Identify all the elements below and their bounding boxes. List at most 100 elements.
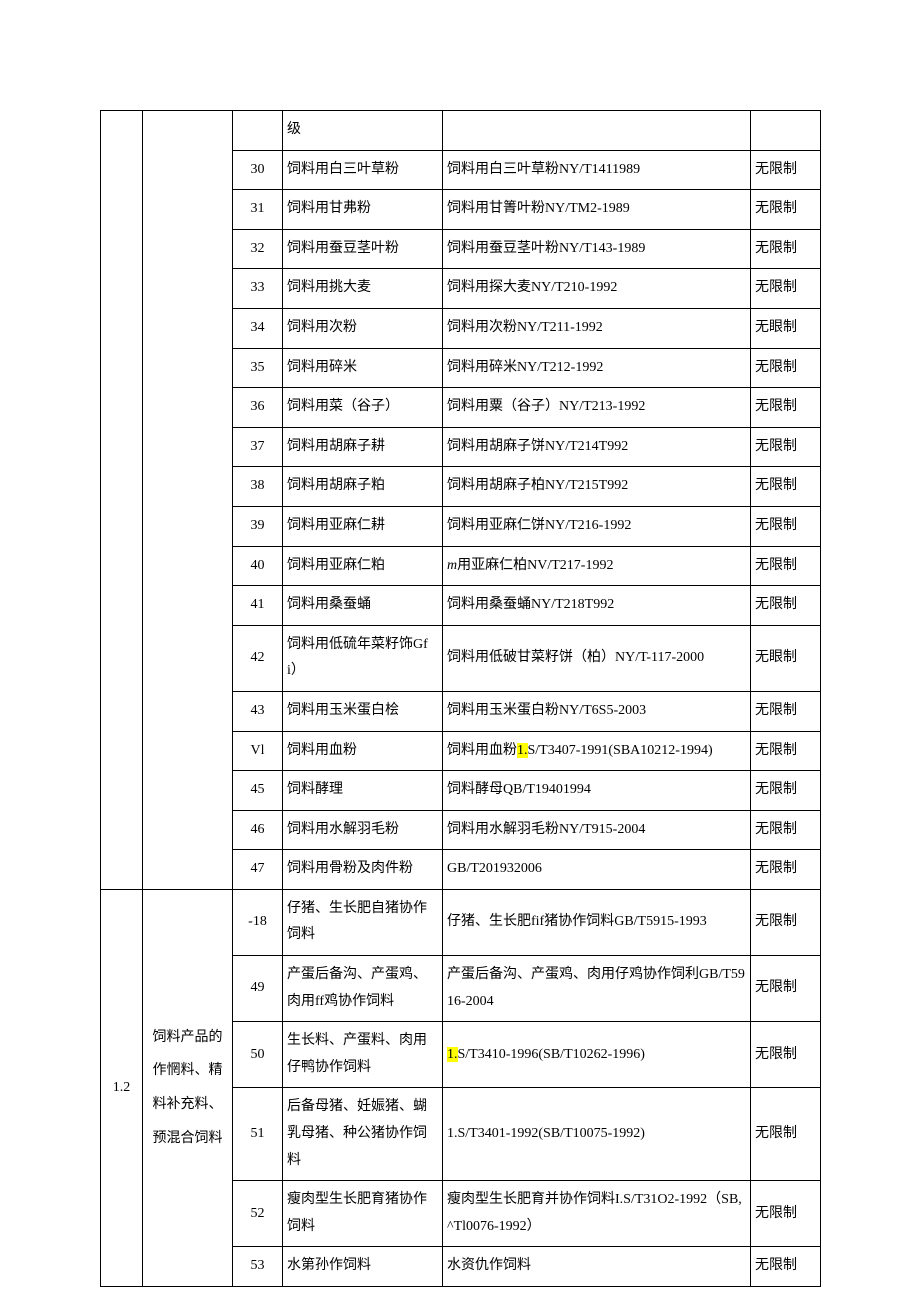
row-standard: 水资仇作饲料 bbox=[443, 1247, 751, 1287]
row-standard: 饲料用粟（谷子）NY/T213-1992 bbox=[443, 388, 751, 428]
row-name: 饲料用挑大麦 bbox=[283, 269, 443, 309]
row-limit: 无眼制 bbox=[751, 308, 821, 348]
row-limit: 无限制 bbox=[751, 190, 821, 230]
section1-category-cell bbox=[143, 111, 233, 890]
row-index: 43 bbox=[233, 691, 283, 731]
row-name: 饲料用碎米 bbox=[283, 348, 443, 388]
row-name: 饲料用胡麻子粕 bbox=[283, 467, 443, 507]
row-standard: 饲料用甘箐叶粉NY/TM2-1989 bbox=[443, 190, 751, 230]
row-limit: 无限制 bbox=[751, 1088, 821, 1181]
table-row: 级 bbox=[101, 111, 821, 151]
row-standard: 饲料用胡麻子饼NY/T214T992 bbox=[443, 427, 751, 467]
row-limit: 无限制 bbox=[751, 956, 821, 1022]
row-standard: 饲料用胡麻子柏NY/T215T992 bbox=[443, 467, 751, 507]
row-standard: 产蛋后备沟、产蛋鸡、肉用仔鸡协作饲利GB/T5916-2004 bbox=[443, 956, 751, 1022]
row-index: 38 bbox=[233, 467, 283, 507]
row-standard: 饲料用碎米NY/T212-1992 bbox=[443, 348, 751, 388]
highlight-text: 1. bbox=[517, 743, 528, 758]
row-name: 饲料用甘弗粉 bbox=[283, 190, 443, 230]
row-limit: 无限制 bbox=[751, 691, 821, 731]
row-name: 仔猪、生长肥自猪协作饲料 bbox=[283, 889, 443, 955]
row-name: 饲料用水解羽毛粉 bbox=[283, 810, 443, 850]
row-name: 饲料用白三叶草粉 bbox=[283, 150, 443, 190]
row-index: 32 bbox=[233, 229, 283, 269]
row-name: 级 bbox=[283, 111, 443, 151]
row-standard: 瘦肉型生长肥育并协作饲料I.S/T31O2-1992（SB,^Tl0076-19… bbox=[443, 1181, 751, 1247]
row-name: 饲料用桑蚕蛹 bbox=[283, 586, 443, 626]
row-name: 饲料用血粉 bbox=[283, 731, 443, 771]
row-limit: 无限制 bbox=[751, 348, 821, 388]
row-index: 49 bbox=[233, 956, 283, 1022]
row-name: 饲料用蚕豆茎叶粉 bbox=[283, 229, 443, 269]
row-index: 47 bbox=[233, 850, 283, 890]
row-standard: 1.S/T3410-1996(SB/T10262-1996) bbox=[443, 1022, 751, 1088]
row-index: 42 bbox=[233, 625, 283, 691]
row-name: 产蛋后备沟、产蛋鸡、肉用ff鸡协作饲料 bbox=[283, 956, 443, 1022]
row-limit: 无限制 bbox=[751, 1022, 821, 1088]
row-limit: 无限制 bbox=[751, 1247, 821, 1287]
row-standard: 饲料用次粉NY/T211-1992 bbox=[443, 308, 751, 348]
row-standard: 饲料酵母QB/T19401994 bbox=[443, 771, 751, 811]
row-index: Vl bbox=[233, 731, 283, 771]
row-limit: 无限制 bbox=[751, 427, 821, 467]
row-index: 40 bbox=[233, 546, 283, 586]
row-name: 饲料用低硫年菜籽饰Gfi） bbox=[283, 625, 443, 691]
std-pre: 饲料用血粉 bbox=[447, 743, 517, 758]
highlight-text: 1. bbox=[447, 1047, 458, 1062]
row-standard: 饲料用白三叶草粉NY/T1411989 bbox=[443, 150, 751, 190]
row-limit: 无限制 bbox=[751, 731, 821, 771]
std-post: S/T3407-1991(SBA10212-1994) bbox=[528, 743, 713, 758]
row-standard: 1.S/T3401-1992(SB/T10075-1992) bbox=[443, 1088, 751, 1181]
row-name: 后备母猪、妊娠猪、蝴乳母猪、种公猪协作饲料 bbox=[283, 1088, 443, 1181]
row-limit: 无限制 bbox=[751, 467, 821, 507]
row-name: 生长料、产蛋料、肉用仔鸭协作饲料 bbox=[283, 1022, 443, 1088]
section2-code-cell: 1.2 bbox=[101, 889, 143, 1286]
row-index: 50 bbox=[233, 1022, 283, 1088]
row-limit bbox=[751, 111, 821, 151]
standards-table: 级 30 饲料用白三叶草粉 饲料用白三叶草粉NY/T1411989 无限制 31… bbox=[100, 110, 821, 1287]
row-limit: 无眼制 bbox=[751, 625, 821, 691]
document-page: 级 30 饲料用白三叶草粉 饲料用白三叶草粉NY/T1411989 无限制 31… bbox=[0, 0, 920, 1287]
row-index bbox=[233, 111, 283, 151]
row-limit: 无限制 bbox=[751, 1181, 821, 1247]
row-name: 饲料用玉米蛋白桧 bbox=[283, 691, 443, 731]
row-standard: 仔猪、生长肥fif猪协作饲料GB/T5915-1993 bbox=[443, 889, 751, 955]
row-limit: 无限制 bbox=[751, 586, 821, 626]
row-index: 30 bbox=[233, 150, 283, 190]
row-limit: 无限制 bbox=[751, 771, 821, 811]
row-limit: 无限制 bbox=[751, 850, 821, 890]
row-index: 46 bbox=[233, 810, 283, 850]
row-name: 饲料酵理 bbox=[283, 771, 443, 811]
row-limit: 无限制 bbox=[751, 269, 821, 309]
row-standard: 饲料用蚕豆茎叶粉NY/T143-1989 bbox=[443, 229, 751, 269]
row-name: 饲料用骨粉及肉件粉 bbox=[283, 850, 443, 890]
row-standard: 饲料用探大麦NY/T210-1992 bbox=[443, 269, 751, 309]
row-standard bbox=[443, 111, 751, 151]
row-limit: 无限制 bbox=[751, 889, 821, 955]
row-index: 31 bbox=[233, 190, 283, 230]
row-name: 饲料用亚麻仁耕 bbox=[283, 506, 443, 546]
row-index: 53 bbox=[233, 1247, 283, 1287]
row-index: 45 bbox=[233, 771, 283, 811]
row-index: 37 bbox=[233, 427, 283, 467]
row-limit: 无限制 bbox=[751, 229, 821, 269]
row-limit: 无限制 bbox=[751, 388, 821, 428]
row-name: 水第孙作饲料 bbox=[283, 1247, 443, 1287]
row-index: 52 bbox=[233, 1181, 283, 1247]
row-index: 35 bbox=[233, 348, 283, 388]
table-row: 1.2 饲料产品的作惘料、精料补充料、预混合饲料 -18 仔猪、生长肥自猪协作饲… bbox=[101, 889, 821, 955]
row-name: 饲料用胡麻子耕 bbox=[283, 427, 443, 467]
row-standard: 饲料用低破甘菜籽饼（柏）NY/T-117-2000 bbox=[443, 625, 751, 691]
row-index: 33 bbox=[233, 269, 283, 309]
row-standard: 饲料用桑蚕蛹NY/T218T992 bbox=[443, 586, 751, 626]
row-name: 瘦肉型生长肥育猪协作饲料 bbox=[283, 1181, 443, 1247]
row-standard: 饲料用玉米蛋白粉NY/T6S5-2003 bbox=[443, 691, 751, 731]
row-name: 饲料用亚麻仁粕 bbox=[283, 546, 443, 586]
row-index: 41 bbox=[233, 586, 283, 626]
row-index: 36 bbox=[233, 388, 283, 428]
row-limit: 无限制 bbox=[751, 506, 821, 546]
row-index: 39 bbox=[233, 506, 283, 546]
row-standard: m用亚麻仁柏NV/T217-1992 bbox=[443, 546, 751, 586]
row-index: -18 bbox=[233, 889, 283, 955]
row-name: 饲料用菜（谷子） bbox=[283, 388, 443, 428]
